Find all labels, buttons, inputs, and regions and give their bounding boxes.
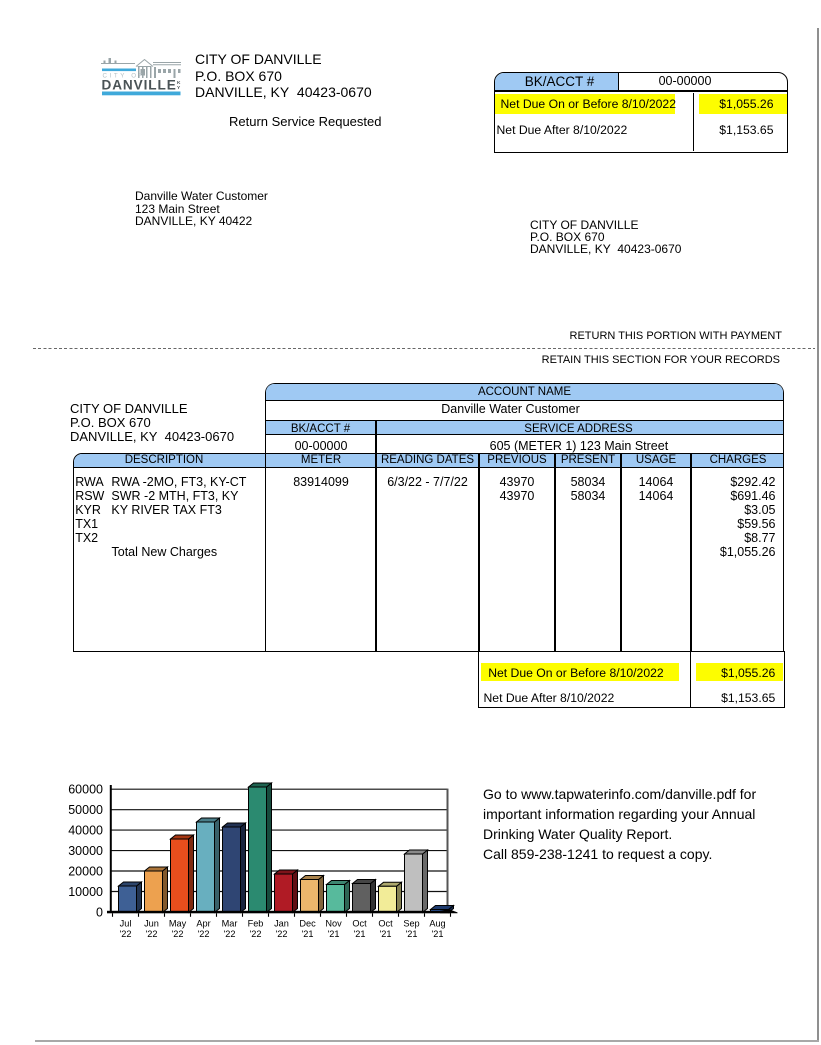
svg-text:10000: 10000	[68, 885, 103, 899]
svg-text:Oct: Oct	[352, 918, 367, 928]
svg-text:'21: '21	[406, 929, 418, 939]
svg-text:50000: 50000	[68, 803, 103, 817]
svg-text:40000: 40000	[68, 824, 103, 838]
svg-text:K: K	[177, 80, 181, 86]
svg-text:'22: '22	[276, 929, 288, 939]
svg-text:DANVILLE: DANVILLE	[102, 78, 177, 93]
svg-text:CITY OF: CITY OF	[103, 73, 146, 80]
svg-text:'21: '21	[354, 929, 366, 939]
svg-text:0: 0	[96, 906, 103, 920]
svg-text:Jun: Jun	[144, 918, 159, 928]
svg-text:Sep: Sep	[403, 918, 419, 928]
svg-text:'22: '22	[198, 929, 210, 939]
svg-text:May: May	[169, 918, 187, 928]
svg-text:Aug: Aug	[429, 918, 445, 928]
svg-text:60000: 60000	[68, 783, 103, 797]
svg-text:Nov: Nov	[325, 918, 342, 928]
svg-text:Dec: Dec	[299, 918, 316, 928]
svg-text:Jul: Jul	[120, 918, 132, 928]
svg-text:20000: 20000	[68, 865, 103, 879]
svg-text:30000: 30000	[68, 844, 103, 858]
svg-text:'22: '22	[224, 929, 236, 939]
svg-text:Mar: Mar	[222, 918, 238, 928]
svg-text:'22: '22	[120, 929, 132, 939]
svg-text:'21: '21	[380, 929, 392, 939]
svg-text:Feb: Feb	[248, 918, 264, 928]
svg-text:'21: '21	[302, 929, 314, 939]
svg-text:'21: '21	[328, 929, 340, 939]
svg-text:'22: '22	[250, 929, 262, 939]
svg-text:Jan: Jan	[274, 918, 289, 928]
svg-text:'22: '22	[172, 929, 184, 939]
svg-text:Y: Y	[177, 85, 181, 91]
svg-text:'22: '22	[146, 929, 158, 939]
svg-text:'21: '21	[432, 929, 444, 939]
svg-text:Apr: Apr	[196, 918, 210, 928]
svg-text:Oct: Oct	[378, 918, 393, 928]
